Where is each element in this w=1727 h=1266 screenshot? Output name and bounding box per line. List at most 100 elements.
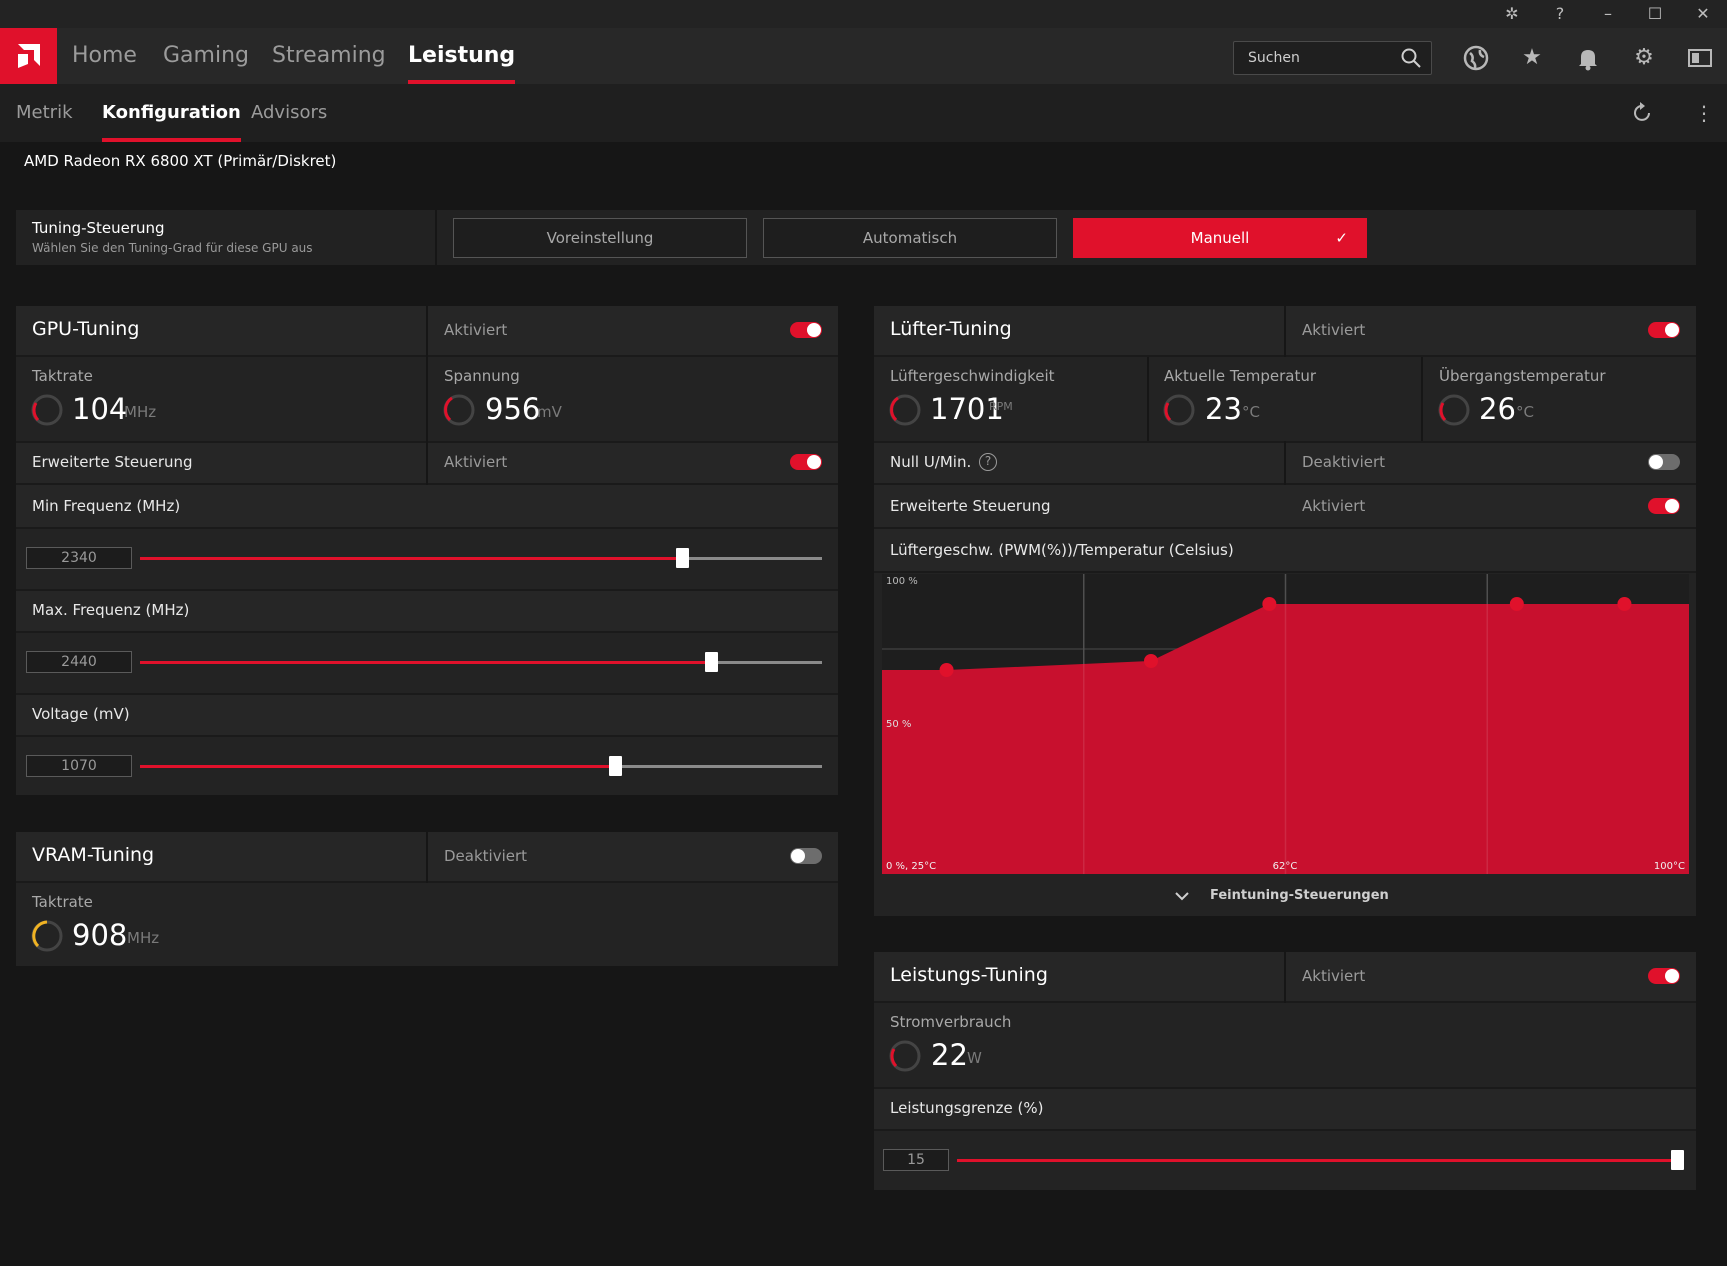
current-temp-unit: °C xyxy=(1242,403,1260,421)
max-freq-slider-thumb[interactable] xyxy=(705,652,718,672)
help-icon[interactable]: ? xyxy=(1555,4,1565,23)
nav-tab-streaming[interactable]: Streaming xyxy=(272,43,386,68)
min-freq-label: Min Frequenz (MHz) xyxy=(32,497,181,515)
help-circle-icon[interactable]: ? xyxy=(979,453,997,471)
min-freq-slider-thumb[interactable] xyxy=(676,548,689,568)
gear-icon[interactable]: ⚙ xyxy=(1634,45,1654,70)
power-limit-input[interactable]: 15 xyxy=(883,1149,949,1171)
nav-tab-leistung[interactable]: Leistung xyxy=(408,28,516,84)
reset-icon[interactable] xyxy=(1630,100,1656,126)
amd-logo-icon[interactable] xyxy=(0,28,57,84)
minimize-icon[interactable]: – xyxy=(1604,4,1612,23)
fan-curve-point-2[interactable] xyxy=(1262,597,1277,611)
vram-tuning-state: Deaktiviert xyxy=(444,847,528,865)
power-limit-slider-thumb[interactable] xyxy=(1671,1150,1684,1170)
bug-report-icon[interactable]: ✲ xyxy=(1505,4,1519,23)
gpu-clock-unit: MHz xyxy=(124,403,157,421)
star-icon[interactable]: ★ xyxy=(1522,45,1542,70)
zero-rpm-toggle[interactable] xyxy=(1648,454,1680,470)
junction-temp-label: Übergangstemperatur xyxy=(1439,367,1606,385)
divider xyxy=(1421,357,1423,441)
power-limit-slider-fill xyxy=(957,1159,1677,1162)
title-bar xyxy=(0,0,1727,28)
gpu-tuning-title: GPU-Tuning xyxy=(32,318,140,340)
power-label: Stromverbrauch xyxy=(890,1013,1012,1031)
divider xyxy=(435,210,437,265)
current-temp-gauge-icon xyxy=(1163,394,1195,426)
power-tuning-state: Aktiviert xyxy=(1302,967,1366,985)
fan-curve-point-4[interactable] xyxy=(1617,597,1632,611)
voltage-slider-fill xyxy=(140,765,615,768)
fan-tuning-toggle[interactable] xyxy=(1648,322,1680,338)
voltage-input[interactable]: 1070 xyxy=(26,755,132,777)
sidebar-toggle-icon[interactable] xyxy=(1686,44,1714,72)
voltage-slider-label: Voltage (mV) xyxy=(32,705,130,723)
x-tick-end: 100°C xyxy=(1654,861,1685,872)
bell-icon[interactable] xyxy=(1574,44,1602,72)
top-navigation xyxy=(0,28,1727,84)
divider xyxy=(426,832,428,883)
nav-tab-home[interactable]: Home xyxy=(72,43,137,68)
fan-advanced-row xyxy=(874,485,1696,529)
vram-clock-label: Taktrate xyxy=(32,893,93,911)
voltage-slider-row xyxy=(16,693,838,737)
zero-rpm-state: Deaktiviert xyxy=(1302,453,1386,471)
vram-clock-unit: MHz xyxy=(127,929,160,947)
fan-advanced-toggle[interactable] xyxy=(1648,498,1680,514)
manual-button[interactable]: Manuell ✓ xyxy=(1073,218,1367,258)
preset-button[interactable]: Voreinstellung xyxy=(453,218,747,258)
max-freq-slider-fill xyxy=(140,661,711,664)
gpu-advanced-toggle[interactable] xyxy=(790,454,822,470)
fan-curve-point-0[interactable] xyxy=(939,663,954,677)
divider xyxy=(426,306,428,448)
power-limit-label: Leistungsgrenze (%) xyxy=(890,1099,1044,1117)
close-icon[interactable]: ✕ xyxy=(1696,4,1710,23)
maximize-icon[interactable]: ☐ xyxy=(1647,4,1663,23)
gpu-advanced-label: Erweiterte Steuerung xyxy=(32,453,193,471)
fan-curve-title-row xyxy=(874,529,1696,573)
voltage-label: Spannung xyxy=(444,367,520,385)
subtab-konfiguration[interactable]: Konfiguration xyxy=(102,84,241,142)
fan-curve-chart[interactable]: 100 % 50 % 0 %, 25°C 62°C 100°C xyxy=(882,574,1689,874)
voltage-unit: mV xyxy=(537,403,562,421)
fan-tuning-state: Aktiviert xyxy=(1302,321,1366,339)
gpu-clock-label: Taktrate xyxy=(32,367,93,385)
voltage-slider-thumb[interactable] xyxy=(609,756,622,776)
min-freq-row xyxy=(16,485,838,529)
subtab-metrik[interactable]: Metrik xyxy=(16,102,73,123)
min-freq-slider-fill xyxy=(140,557,682,560)
gpu-clock-value: 104 xyxy=(72,392,128,426)
junction-temp-value: 26 xyxy=(1479,392,1516,426)
search-icon[interactable] xyxy=(1400,47,1422,69)
globe-icon[interactable] xyxy=(1462,44,1490,72)
chart-grid-overlay xyxy=(1083,574,1488,874)
divider xyxy=(1147,357,1149,441)
gpu-tuning-toggle[interactable] xyxy=(790,322,822,338)
fan-curve-point-1[interactable] xyxy=(1144,654,1158,668)
min-freq-input[interactable]: 2340 xyxy=(26,547,132,569)
max-freq-row xyxy=(16,589,838,633)
fan-tuning-title: Lüfter-Tuning xyxy=(890,318,1012,340)
fan-curve-title: Lüftergeschw. (PWM(%))/Temperatur (Celsi… xyxy=(890,541,1234,559)
power-value: 22 xyxy=(931,1038,968,1072)
sub-navigation xyxy=(0,84,1727,142)
fan-curve-area xyxy=(882,604,1689,874)
power-tuning-toggle[interactable] xyxy=(1648,968,1680,984)
vram-tuning-title: VRAM-Tuning xyxy=(32,844,155,866)
gpu-name: AMD Radeon RX 6800 XT (Primär/Diskret) xyxy=(24,152,337,170)
fine-tuning-toggle[interactable]: Feintuning-Steuerungen xyxy=(1210,888,1389,903)
fan-curve-point-3[interactable] xyxy=(1509,597,1524,611)
more-options-icon[interactable]: ⋮ xyxy=(1694,101,1714,125)
fan-speed-value: 1701 xyxy=(930,392,1004,426)
x-tick-mid: 62°C xyxy=(1273,861,1298,872)
fan-advanced-state: Aktiviert xyxy=(1302,497,1366,515)
chevron-down-icon[interactable] xyxy=(1172,886,1192,906)
automatic-button[interactable]: Automatisch xyxy=(763,218,1057,258)
subtab-advisors[interactable]: Advisors xyxy=(251,102,328,123)
gpu-tuning-state: Aktiviert xyxy=(444,321,508,339)
max-freq-input[interactable]: 2440 xyxy=(26,651,132,673)
power-unit: W xyxy=(967,1049,982,1067)
search-input[interactable]: Suchen xyxy=(1233,41,1432,75)
nav-tab-gaming[interactable]: Gaming xyxy=(163,43,249,68)
vram-tuning-toggle[interactable] xyxy=(790,848,822,864)
